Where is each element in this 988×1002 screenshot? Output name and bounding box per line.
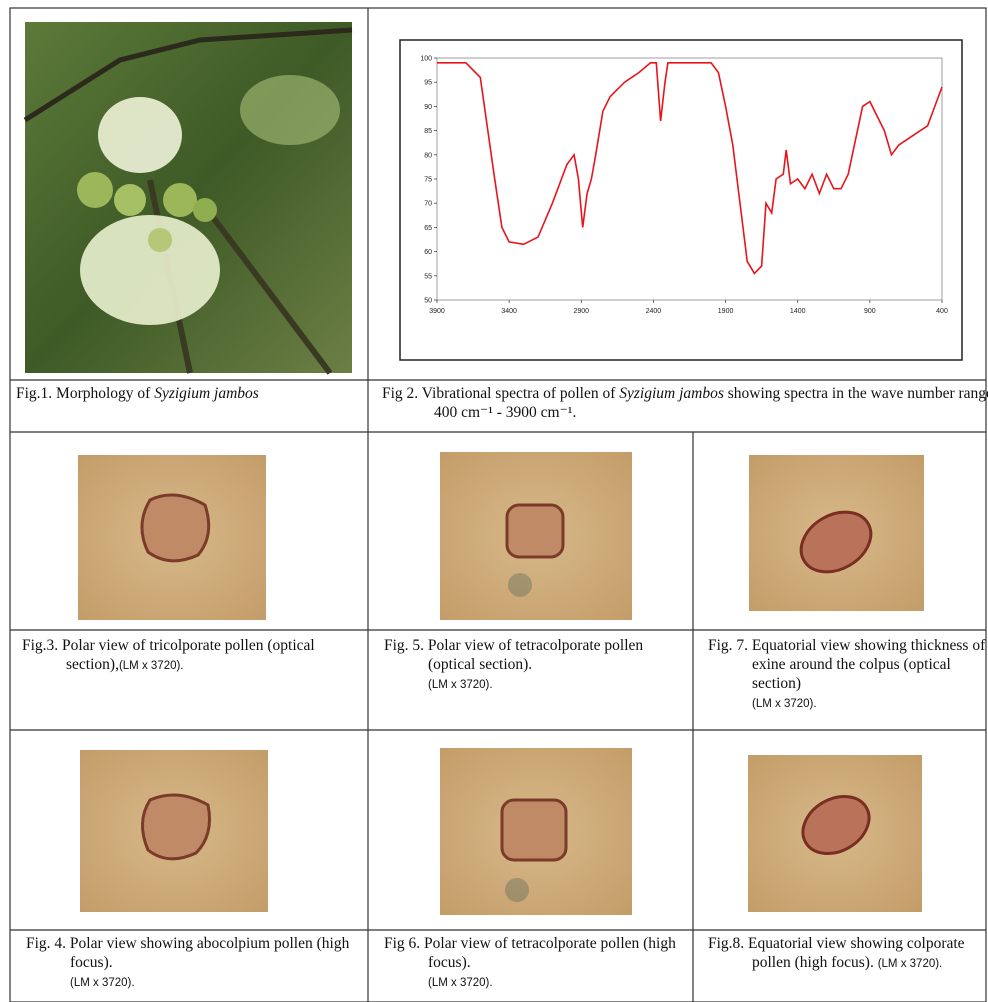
chart-frame	[400, 40, 962, 360]
caption-text: Fig. 4. Polar view showing abocolpium po…	[26, 935, 349, 971]
magnification: (LM x 3720).	[70, 977, 135, 989]
magnification: (LM x 3720).	[878, 958, 943, 970]
page: 50 55 60 65 70 75 80 85 90 95 100 3900 3400 2900 2400 1…	[0, 0, 988, 1002]
caption-text: Fig.1. Morphology of	[16, 385, 154, 402]
x-tick-label: 3400	[501, 308, 517, 315]
x-tick-label: 900	[864, 308, 876, 315]
magnification: (LM x 3720).	[119, 660, 184, 672]
y-tick-label: 70	[424, 201, 432, 208]
y-tick-label: 50	[424, 298, 432, 305]
species-name: Syzigium jambos	[619, 385, 724, 402]
y-tick-label: 95	[424, 80, 432, 87]
caption: Fig 6. Polar view of tetracolporate poll…	[380, 934, 690, 993]
species-name: Syzigium jambos	[154, 385, 259, 402]
caption: Fig 2. Vibrational spectra of pollen of …	[378, 384, 988, 422]
caption-text: Fig 6. Polar view of tetracolporate poll…	[384, 935, 676, 971]
x-tick-label: 1400	[790, 308, 806, 315]
x-tick-label: 1900	[718, 308, 734, 315]
caption: Fig. 4. Polar view showing abocolpium po…	[22, 934, 370, 993]
caption: Fig.3. Polar view of tricolporate pollen…	[18, 636, 366, 676]
caption-text: Fig 2. Vibrational spectra of pollen of	[382, 385, 619, 402]
x-tick-label: 3900	[429, 308, 445, 315]
caption: Fig.1. Morphology of Syzigium jambos	[12, 384, 412, 403]
y-tick-label: 85	[424, 128, 432, 135]
caption: Fig. 7. Equatorial view showing thicknes…	[704, 636, 988, 714]
y-tick-label: 90	[424, 104, 432, 111]
y-tick-label: 75	[424, 177, 432, 184]
y-tick-label: 80	[424, 152, 432, 159]
x-tick-label: 400	[936, 308, 948, 315]
y-tick-label: 60	[424, 249, 432, 256]
x-tick-label: 2900	[573, 308, 589, 315]
caption: Fig.8. Equatorial view showing colporate…	[704, 934, 988, 974]
caption: Fig. 5. Polar view of tetracolporate pol…	[380, 636, 690, 695]
y-tick-label: 65	[424, 225, 432, 232]
caption-text: Fig. 7. Equatorial view showing thicknes…	[708, 637, 985, 692]
y-tick-label: 100	[420, 56, 432, 63]
magnification: (LM x 3720).	[428, 977, 493, 989]
y-tick-label: 55	[424, 273, 432, 280]
flower-photo	[25, 22, 352, 373]
magnification: (LM x 3720).	[752, 698, 817, 710]
figure-plate: 50 55 60 65 70 75 80 85 90 95 100 3900 3400 2900 2400 1…	[0, 0, 988, 1002]
x-tick-label: 2400	[646, 308, 662, 315]
caption-text: Fig. 5. Polar view of tetracolporate pol…	[384, 637, 643, 673]
magnification: (LM x 3720).	[428, 679, 493, 691]
